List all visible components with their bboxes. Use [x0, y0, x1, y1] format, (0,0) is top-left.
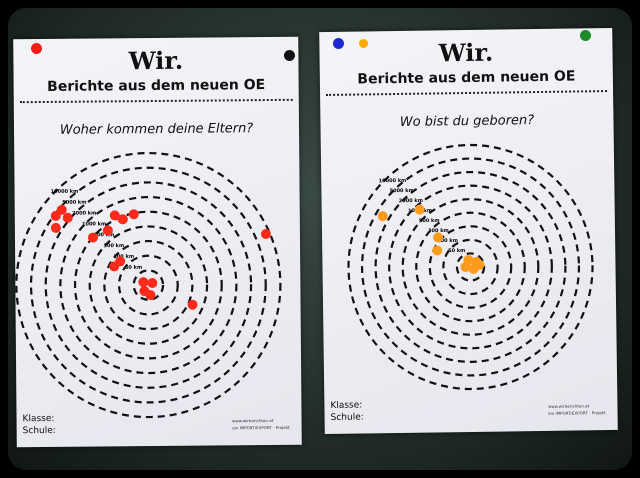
distance-ring	[44, 181, 253, 389]
distance-ring	[428, 225, 513, 309]
map-pin-dot	[432, 245, 443, 256]
ring-label: 300 km	[428, 228, 449, 234]
distance-ring	[360, 157, 581, 377]
distance-ring	[415, 211, 526, 323]
map-pin-dot	[138, 277, 149, 288]
distance-ring	[103, 239, 194, 331]
map-pin-dot	[260, 229, 271, 240]
poster-birthplace: Wir. Berichte aus dem neuen OE Wo bist d…	[319, 27, 618, 435]
map-pin-dot	[474, 259, 485, 270]
schule-label: Schule:	[330, 412, 364, 423]
ring-label: 100 km	[113, 254, 134, 260]
map-pin-dot	[102, 225, 113, 236]
pin-blue	[333, 38, 344, 49]
distance-ring	[401, 198, 540, 336]
ring-label: 50 km	[125, 265, 142, 271]
map-pin-dot	[128, 209, 139, 220]
pin-yellow	[359, 39, 368, 48]
map-pin-dot	[460, 262, 471, 273]
poster-parents-origin: Wir. Berichte aus dem neuen OE Woher kom…	[13, 36, 302, 448]
klasse-label: Klasse:	[330, 400, 363, 411]
map-pin-dot	[187, 299, 198, 310]
ring-label: 2000 km	[72, 210, 96, 216]
ring-label: 100 km	[437, 238, 458, 244]
map-pin-dot	[109, 210, 120, 221]
project-name: ein IMPORT/EXPORT - Projekt	[232, 424, 290, 431]
map-pin-dot	[433, 232, 444, 243]
distance-ring	[117, 254, 179, 316]
ring-label: 1000 km	[82, 221, 106, 227]
form-fields: Klasse: Schule:	[330, 399, 363, 423]
divider	[326, 90, 608, 96]
distance-ring	[88, 225, 209, 345]
map-pin-dot	[145, 290, 156, 301]
ring-label: 2000 km	[399, 198, 423, 204]
schule-label: Schule:	[22, 425, 56, 437]
map-pin-dot	[87, 232, 98, 243]
divider	[19, 98, 293, 104]
klasse-label: Klasse:	[22, 413, 55, 425]
ring-label: 50 km	[448, 248, 465, 254]
form-fields: Klasse: Schule:	[22, 413, 55, 437]
distance-ring	[132, 269, 165, 301]
distance-ring	[388, 184, 553, 350]
ring-label: 5000 km	[62, 200, 86, 206]
map-pin-dot	[50, 222, 61, 233]
map-pin-dot	[147, 278, 158, 289]
ring-label: 10000 km	[51, 189, 79, 195]
map-pin-dot	[117, 214, 128, 225]
distance-ring	[442, 238, 499, 296]
ring-label: 500 km	[419, 218, 440, 224]
pin-red	[31, 43, 42, 54]
ring-label: 5000 km	[390, 188, 414, 194]
pin-black	[284, 50, 295, 61]
distance-ring	[59, 195, 238, 375]
project-name: ein IMPORT/EXPORT - Projekt	[548, 410, 606, 416]
poster-question: Woher kommen deine Eltern?	[59, 121, 254, 138]
footer-credit: www.wirberichten.at ein IMPORT/EXPORT - …	[548, 402, 606, 417]
ring-label: 500 km	[94, 232, 115, 238]
map-pin-dot	[62, 212, 73, 223]
distance-ring	[374, 170, 567, 363]
map-pin-dot	[115, 256, 126, 267]
distance-rings-chart: 50 km 100 km 300 km 500 km 1000 km 2000 km 500…	[15, 151, 282, 419]
ring-label: 10000 km	[379, 178, 407, 184]
map-pin-dot	[414, 204, 425, 215]
distance-ring	[347, 143, 594, 391]
map-pin-dot	[377, 211, 388, 222]
poster-title: Wir.	[128, 45, 184, 76]
poster-subtitle: Berichte aus dem neuen OE	[47, 77, 266, 95]
distance-ring	[73, 210, 223, 360]
pin-green	[580, 30, 591, 41]
ring-label: 300 km	[103, 243, 124, 249]
map-pin-dot	[56, 204, 67, 215]
poster-subtitle: Berichte aus dem neuen OE	[357, 68, 576, 88]
distance-ring	[29, 166, 267, 404]
distance-ring	[15, 151, 282, 419]
footer-credit: www.wirberichten.at ein IMPORT/EXPORT - …	[232, 417, 290, 432]
